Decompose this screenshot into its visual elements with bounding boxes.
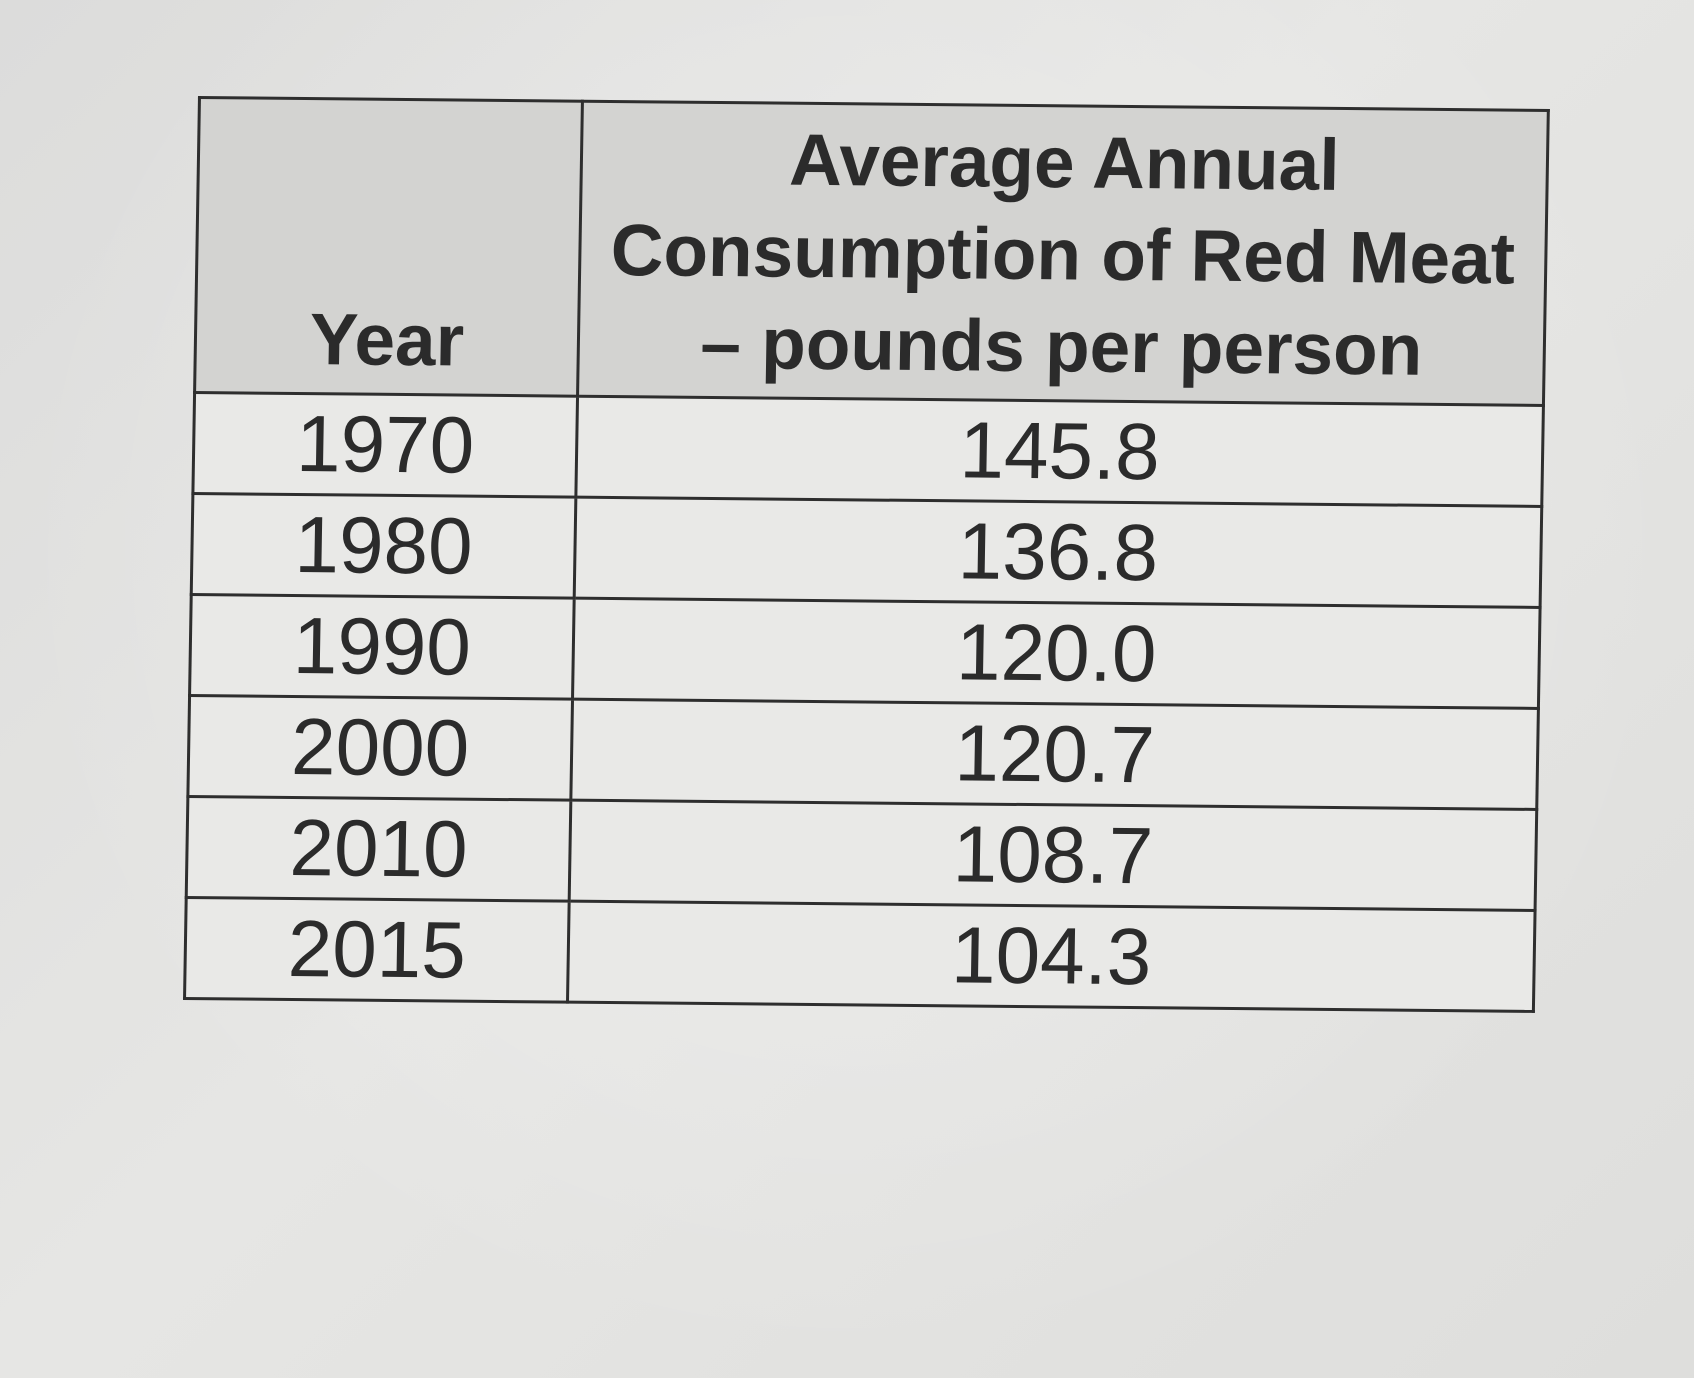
table-row: 1990 120.0 (189, 594, 1541, 709)
table-header-row: Year Average Annual Consumption of Red M… (194, 97, 1549, 406)
cell-consumption: 145.8 (575, 396, 1544, 507)
cell-year: 2015 (184, 897, 570, 1003)
cell-consumption: 120.0 (572, 598, 1541, 709)
table-row: 2000 120.7 (187, 695, 1539, 810)
cell-consumption: 108.7 (569, 800, 1537, 911)
cell-year: 2010 (186, 796, 571, 902)
cell-year: 1980 (191, 493, 576, 599)
header-consumption: Average Annual Consumption of Red Meat –… (577, 101, 1549, 406)
table-row: 1970 145.8 (192, 392, 1544, 507)
cell-consumption: 120.7 (570, 699, 1539, 810)
cell-year: 1970 (192, 392, 578, 498)
cell-consumption: 136.8 (574, 497, 1542, 608)
cell-year: 2000 (187, 695, 573, 801)
red-meat-consumption-table: Year Average Annual Consumption of Red M… (183, 96, 1550, 1013)
table-row: 2010 108.7 (186, 796, 1537, 911)
header-year: Year (194, 97, 583, 397)
cell-year: 1990 (189, 594, 575, 700)
table-row: 2015 104.3 (184, 897, 1536, 1012)
cell-consumption: 104.3 (567, 901, 1536, 1012)
data-table-container: Year Average Annual Consumption of Red M… (183, 96, 1550, 1013)
table-row: 1980 136.8 (191, 493, 1542, 608)
